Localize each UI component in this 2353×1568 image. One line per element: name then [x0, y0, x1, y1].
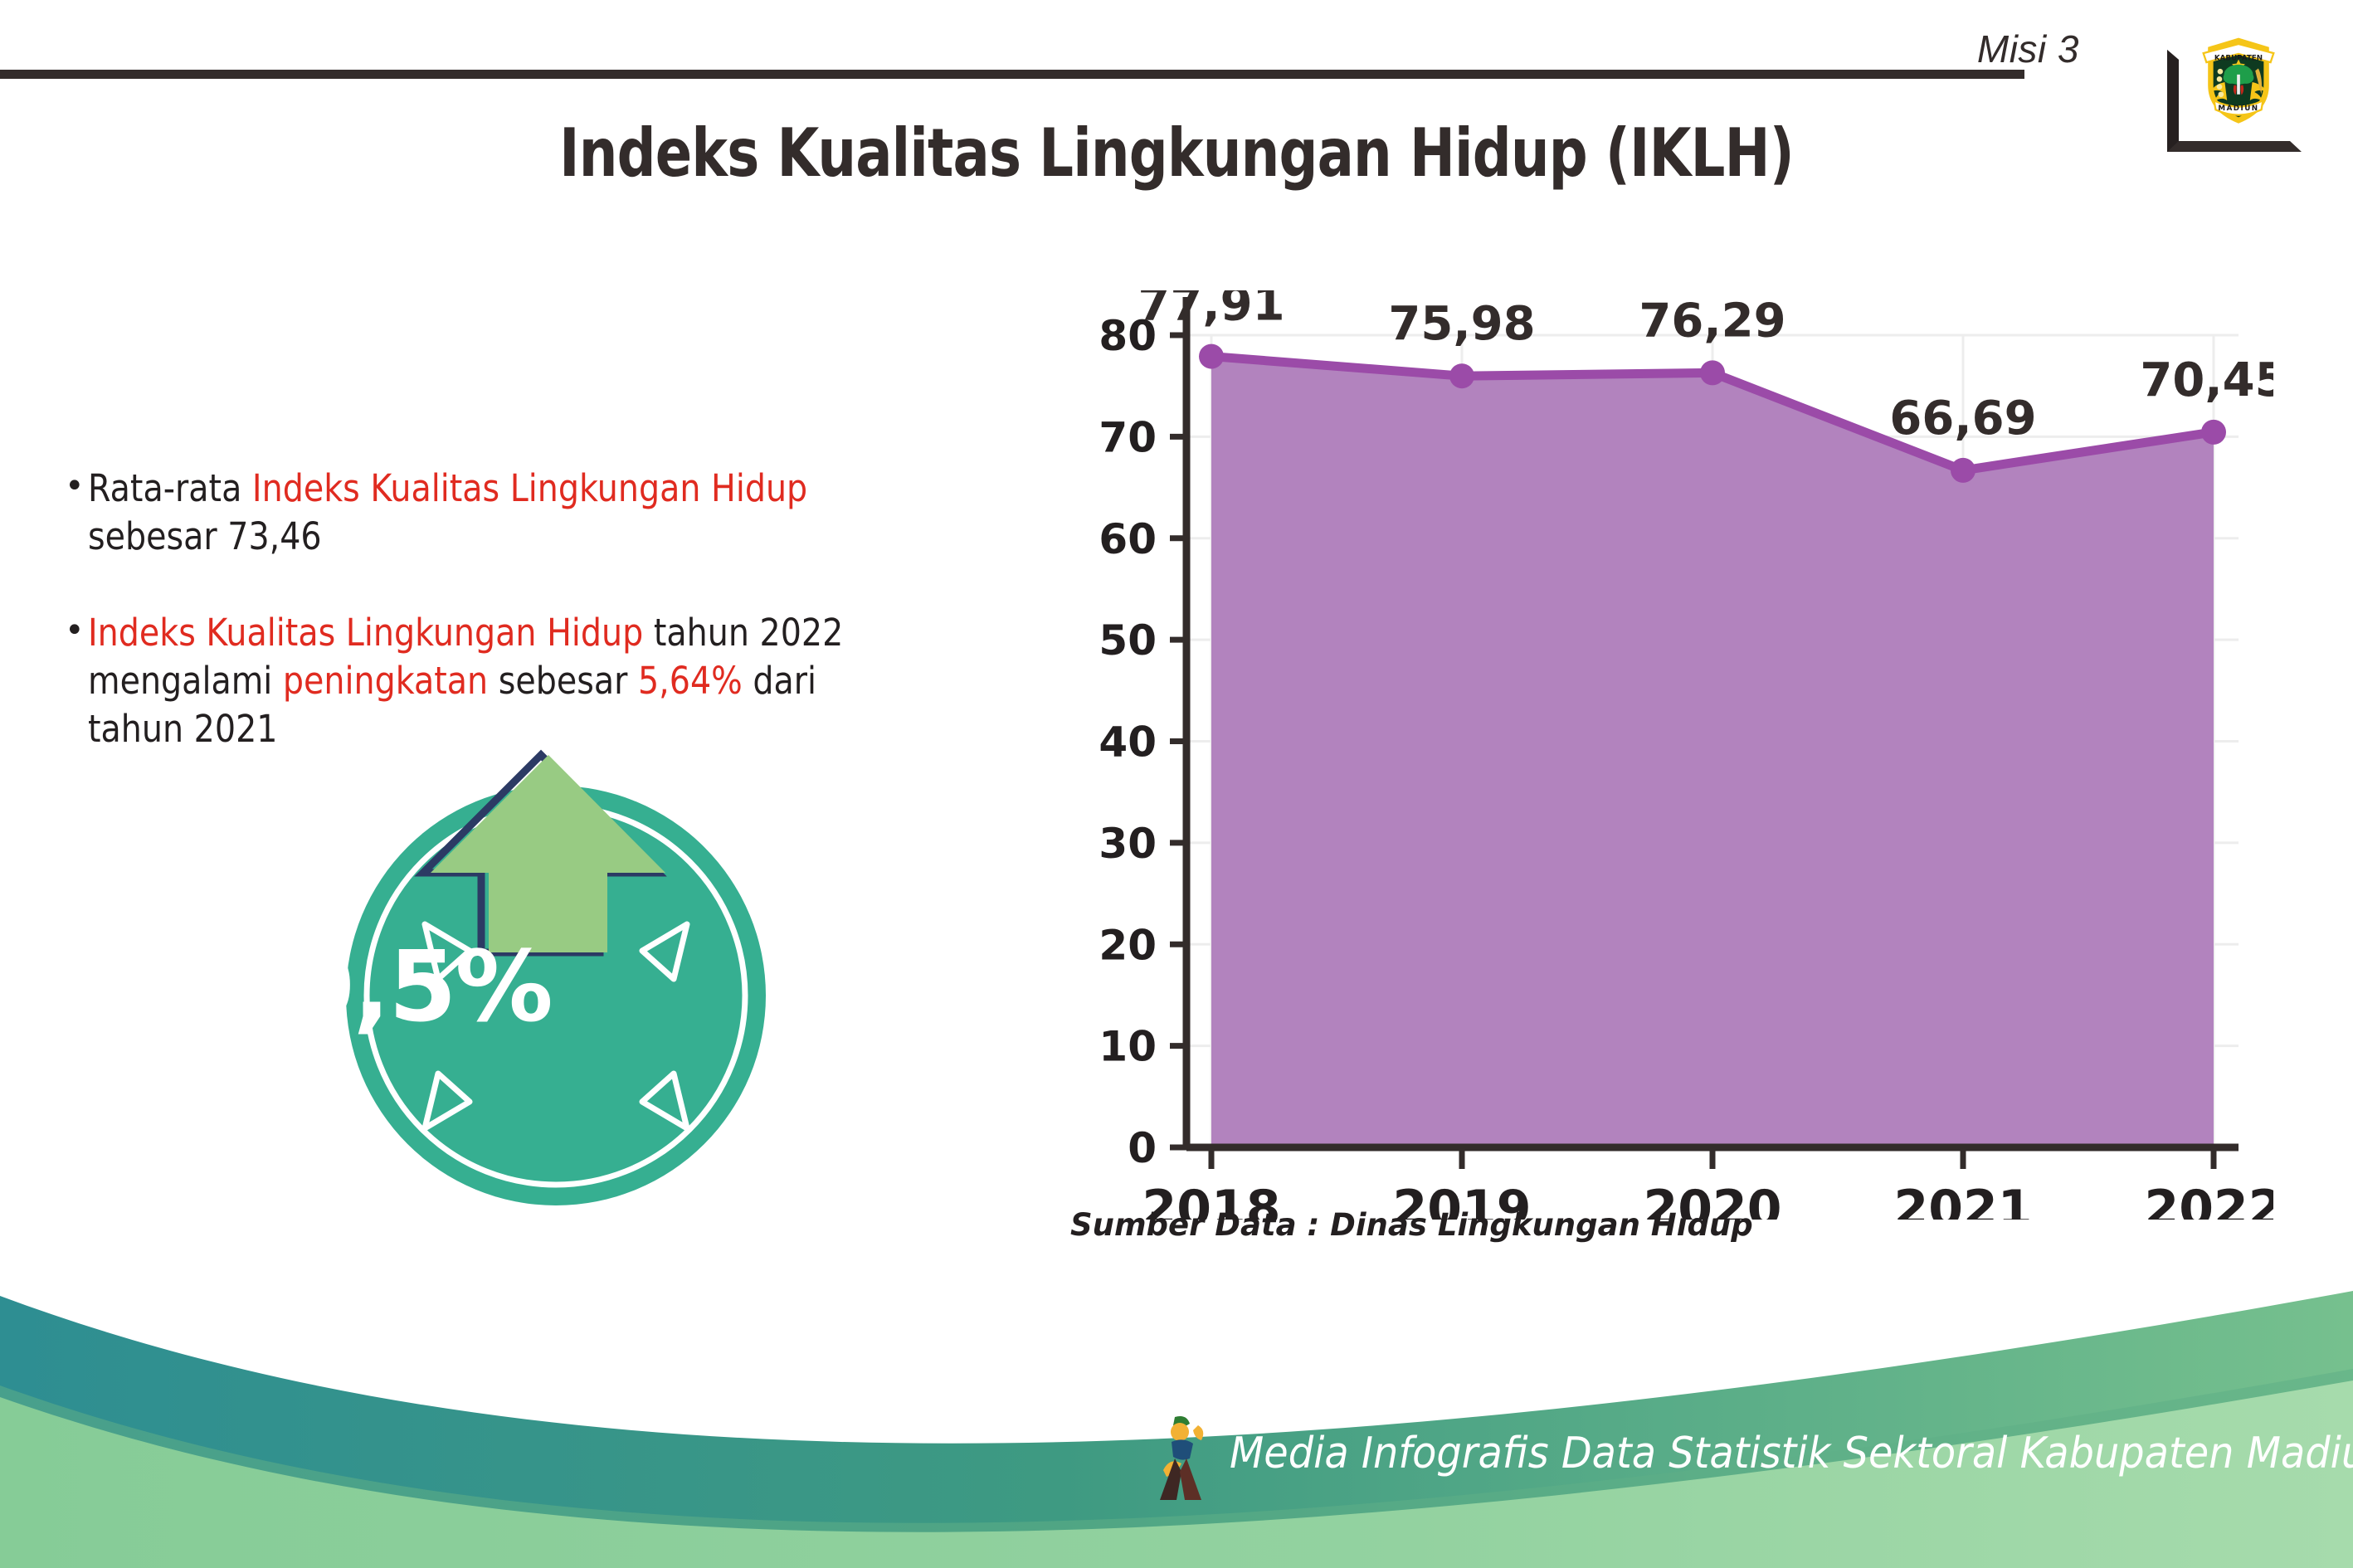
page-title: Indeks Kualitas Lingkungan Hidup (IKLH) — [559, 114, 1795, 192]
data-point-label: 70,45 — [2140, 353, 2273, 407]
data-point-label: 76,29 — [1639, 294, 1785, 348]
bullet-segment-highlight: Indeks Kualitas Lingkungan Hidup — [251, 466, 807, 510]
y-axis-tick-label: 10 — [1099, 1023, 1157, 1071]
bullet-segment-highlight: Indeks Kualitas Lingkungan Hidup — [87, 611, 643, 655]
bullet-segment: Rata-rata — [87, 466, 252, 510]
bullet-segment-highlight: 5,64% — [637, 659, 743, 703]
marker-triangle-br — [639, 1070, 690, 1132]
iklh-area-chart: 0 10 20 30 40 50 60 70 80 2018 2019 2020 2021 2022 77,… — [979, 290, 2273, 1220]
increase-badge — [324, 747, 788, 1220]
x-axis-tick-label: 2022 — [2145, 1180, 2274, 1220]
x-axis-tick-label: 2018 — [1142, 1180, 1281, 1220]
y-axis-tick-label: 80 — [1099, 312, 1157, 360]
bullet-dot-icon: • — [65, 467, 85, 505]
footer-wave — [0, 1220, 2353, 1568]
y-axis-tick-label: 40 — [1099, 718, 1157, 767]
kabupaten-madiun-logo: KABUPATEN MADIUN — [2157, 17, 2315, 166]
data-point-label: 66,69 — [1889, 392, 2036, 446]
data-point-label: 75,98 — [1388, 297, 1535, 351]
list-item: • Indeks Kualitas Lingkungan Hidup tahun… — [65, 609, 969, 753]
marker-triangle-bl — [421, 1070, 473, 1132]
bullet-segment: tahun 2022 mengalami — [87, 611, 843, 703]
header-divider-rule — [0, 70, 2024, 79]
y-axis-tick-label: 30 — [1099, 820, 1157, 868]
chart-source-note: Sumber Data : Dinas Lingkungan Hidup — [1070, 1207, 1753, 1243]
badge-circle — [346, 786, 766, 1205]
bullet-text: Rata-rata Indeks Kualitas Lingkungan Hid… — [88, 465, 864, 561]
bullet-segment: sebesar — [487, 659, 638, 703]
marker-triangle-tr — [639, 921, 690, 982]
bullet-segment: sebesar 73,46 — [87, 514, 322, 558]
svg-text:KABUPATEN: KABUPATEN — [2214, 54, 2263, 62]
x-axis-tick-label: 2019 — [1393, 1180, 1532, 1220]
x-axis-tick-label: 2021 — [1894, 1180, 2033, 1220]
y-axis-tick-label: 60 — [1099, 515, 1157, 563]
media-infografis-logo — [1147, 1412, 1223, 1503]
list-item: • Rata-rata Indeks Kualitas Lingkungan H… — [65, 465, 969, 561]
y-axis-tick-label: 70 — [1099, 413, 1157, 461]
footer-caption: Media Infografis Data Statistik Sektoral… — [1230, 1429, 2353, 1478]
misi-label: Misi 3 — [1976, 27, 2079, 71]
y-axis-tick-label: 0 — [1128, 1124, 1157, 1172]
svg-text:MADIUN: MADIUN — [2218, 105, 2258, 113]
marker-triangle-tl — [421, 921, 473, 982]
bullet-dot-icon: • — [65, 611, 85, 650]
bullet-segment: dari tahun 2021 — [87, 659, 816, 751]
x-axis-tick-label: 2020 — [1644, 1180, 1782, 1220]
y-axis-tick-label: 20 — [1099, 921, 1157, 969]
bullet-segment-highlight: peningkatan — [282, 659, 488, 703]
summary-bullets: • Rata-rata Indeks Kualitas Lingkungan H… — [65, 465, 969, 801]
y-axis-tick-label: 50 — [1099, 616, 1157, 665]
data-point-label: 77,91 — [1138, 290, 1284, 332]
arrow-up-icon — [431, 755, 665, 952]
bullet-text: Indeks Kualitas Lingkungan Hidup tahun 2… — [88, 609, 864, 753]
